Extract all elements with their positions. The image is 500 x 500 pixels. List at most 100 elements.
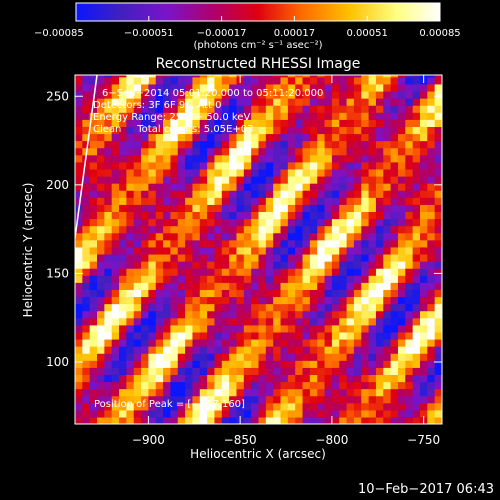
heatmap-cell [397, 282, 406, 290]
colorbar-tick-label: −0.00017 [197, 28, 247, 39]
heatmap-cell [126, 154, 135, 163]
heatmap-cell [214, 175, 223, 184]
heatmap-cell [397, 168, 406, 177]
heatmap-cell [236, 211, 245, 220]
heatmap-cell [258, 310, 267, 319]
heatmap-cell [221, 75, 230, 78]
heatmap-cell [243, 154, 252, 163]
heatmap-cell [324, 360, 333, 368]
heatmap-cell [317, 133, 326, 142]
heatmap-cell [155, 402, 164, 411]
heatmap-cell [419, 402, 428, 411]
heatmap-cell [375, 239, 384, 248]
heatmap-cell [148, 154, 157, 163]
heatmap-cell [419, 147, 428, 156]
heatmap-cell [405, 63, 413, 71]
heatmap-cell [177, 395, 186, 404]
heatmap-cell [214, 317, 223, 326]
heatmap-cell [397, 83, 406, 92]
heatmap-cell [405, 126, 414, 135]
heatmap-cell [280, 303, 289, 312]
heatmap-cell [375, 147, 384, 156]
heatmap-cell [412, 90, 421, 99]
heatmap-cell [111, 168, 120, 177]
heatmap-cell [97, 175, 105, 184]
heatmap-cell [331, 225, 340, 234]
heatmap-cell [375, 381, 384, 390]
heatmap-cell [339, 402, 348, 411]
heatmap-cell [317, 388, 326, 397]
heatmap-cell [442, 417, 450, 425]
heatmap-cell [192, 140, 201, 149]
heatmap-cell [163, 253, 172, 262]
heatmap-cell [405, 353, 414, 361]
heatmap-cell [163, 133, 172, 142]
heatmap-cell [199, 76, 208, 85]
heatmap-cell [309, 381, 318, 390]
heatmap-cell [434, 105, 442, 113]
heatmap-cell [111, 338, 120, 347]
heatmap-cell [361, 140, 370, 149]
heatmap-cell [390, 90, 399, 99]
heatmap-cell [119, 346, 127, 354]
heatmap-cell [427, 296, 436, 305]
heatmap-cell [295, 381, 304, 390]
heatmap-cell [317, 338, 326, 347]
heatmap-cell [412, 218, 421, 227]
heatmap-cell [361, 133, 370, 142]
heatmap-cell [214, 275, 223, 283]
heatmap-cell [177, 83, 186, 92]
heatmap-cell [185, 374, 194, 383]
heatmap-cell [324, 261, 333, 269]
heatmap-cell [339, 147, 348, 156]
heatmap-cell [126, 161, 135, 170]
heatmap-cell [353, 98, 362, 106]
heatmap-cell [412, 409, 421, 418]
heatmap-cell [185, 402, 194, 411]
heatmap-cell [133, 197, 142, 205]
heatmap-cell [295, 331, 304, 340]
heatmap-cell [82, 303, 91, 312]
heatmap-cell [368, 126, 377, 135]
heatmap-cell [229, 268, 238, 276]
heatmap-cell [119, 204, 127, 213]
heatmap-cell [434, 317, 442, 326]
heatmap-cell [185, 409, 194, 418]
heatmap-cell [243, 338, 252, 347]
heatmap-cell [295, 76, 304, 85]
heatmap-cell [236, 310, 245, 319]
heatmap-cell [185, 161, 194, 170]
heatmap-cell [427, 275, 436, 283]
heatmap-cell [273, 338, 282, 347]
heatmap-cell [82, 83, 91, 92]
heatmap-cell [177, 416, 186, 424]
heatmap-cell [331, 119, 340, 127]
heatmap-cell [163, 105, 172, 113]
heatmap-cell [346, 331, 355, 340]
heatmap-cell [442, 169, 450, 177]
heatmap-cell [221, 105, 230, 113]
heatmap-cell [309, 133, 318, 142]
heatmap-cell [339, 303, 348, 312]
heatmap-cell [339, 133, 348, 142]
heatmap-cell [353, 388, 362, 397]
heatmap-cell [346, 353, 355, 361]
heatmap-cell [390, 190, 399, 198]
heatmap-cell [97, 388, 105, 397]
heatmap-cell [221, 409, 230, 418]
heatmap-cell [229, 90, 238, 99]
heatmap-cell [265, 253, 274, 262]
heatmap-cell [133, 161, 142, 170]
heatmap-cell [104, 147, 113, 156]
heatmap-cell [207, 416, 216, 424]
heatmap-cell [427, 353, 436, 361]
heatmap-cell [97, 98, 105, 106]
heatmap-cell [126, 296, 135, 305]
heatmap-cell [177, 317, 186, 326]
heatmap-cell [302, 105, 311, 113]
heatmap-cell [309, 282, 318, 290]
heatmap-cell [258, 303, 267, 312]
heatmap-cell [75, 416, 83, 424]
heatmap-cell [405, 253, 414, 262]
heatmap-cell [199, 246, 208, 255]
